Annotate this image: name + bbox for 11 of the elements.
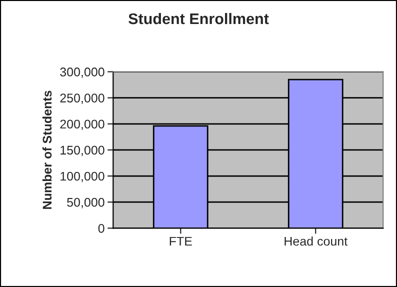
y-axis-title: Number of Students <box>42 90 52 209</box>
x-tick-label: Head count <box>284 236 348 246</box>
y-tick-label: 100,000 <box>60 172 104 182</box>
y-tick-label: 250,000 <box>60 94 104 104</box>
y-tick-label: 200,000 <box>60 120 104 130</box>
y-tick-label: 50,000 <box>67 198 104 208</box>
y-tick-label: 300,000 <box>60 68 104 78</box>
y-tick-label: 150,000 <box>60 146 104 156</box>
chart-title: Student Enrollment <box>128 12 269 24</box>
x-tick-label: FTE <box>170 236 192 246</box>
y-tick-label: 0 <box>98 224 104 233</box>
